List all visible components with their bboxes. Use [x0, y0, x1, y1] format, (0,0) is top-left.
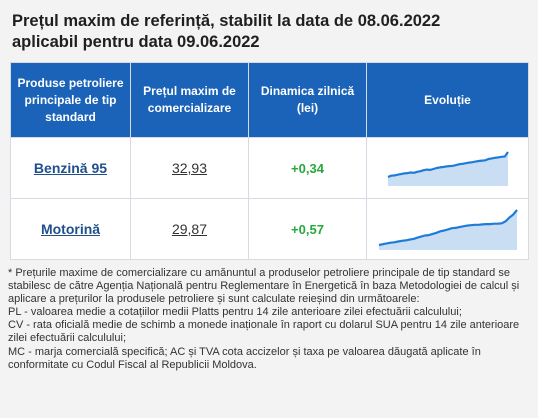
trend-sparkline	[387, 151, 509, 186]
column-header-product: Produse petroliere principale de tip sta…	[10, 62, 131, 138]
table-row: Benzină 95 32,93 +0,34	[10, 137, 529, 199]
trend-area	[387, 152, 508, 186]
table-row: Motorină 29,87 +0,57	[10, 198, 529, 260]
daily-change-value: +0,57	[291, 222, 324, 237]
column-header-evolution: Evoluție	[366, 62, 529, 138]
column-header-daily-change: Dinamica zilnică (lei)	[248, 62, 367, 138]
footnotes: * Prețurile maxime de comercializare cu …	[8, 267, 530, 372]
price-cell: 32,93	[130, 137, 249, 199]
footnote-mc: MC - marja comercială specifică; AC și T…	[8, 345, 481, 371]
footnote-intro: * Prețurile maxime de comercializare cu …	[8, 267, 520, 306]
change-cell: +0,34	[248, 137, 367, 199]
table-header-row: Produse petroliere principale de tip sta…	[10, 62, 529, 138]
title-line-1: Prețul maxim de referință, stabilit la d…	[12, 12, 441, 30]
product-cell: Benzină 95	[10, 137, 131, 199]
product-link-benzina-95[interactable]: Benzină 95	[33, 160, 108, 176]
trend-cell	[366, 137, 529, 199]
daily-change-value: +0,34	[291, 161, 324, 176]
title-line-2: aplicabil pentru data 09.06.2022	[12, 33, 260, 51]
price-table: Produse petroliere principale de tip sta…	[10, 62, 529, 260]
price-value[interactable]: 29,87	[171, 221, 208, 237]
product-link-motorina[interactable]: Motorină	[40, 221, 101, 237]
trend-sparkline	[378, 209, 518, 250]
change-cell: +0,57	[248, 198, 367, 260]
product-cell: Motorină	[10, 198, 131, 260]
trend-line	[387, 151, 509, 179]
page-title: Prețul maxim de referință, stabilit la d…	[12, 11, 532, 53]
price-value[interactable]: 32,93	[171, 160, 208, 176]
footnote-pl: PL - valoarea medie a cotațiilor medii P…	[8, 306, 462, 319]
column-header-max-price: Prețul maxim de comercializare	[130, 62, 249, 138]
trend-line	[378, 209, 518, 247]
footnote-cv: CV - rata oficială medie de schimb a mon…	[8, 319, 520, 345]
price-cell: 29,87	[130, 198, 249, 260]
trend-cell	[366, 198, 529, 260]
